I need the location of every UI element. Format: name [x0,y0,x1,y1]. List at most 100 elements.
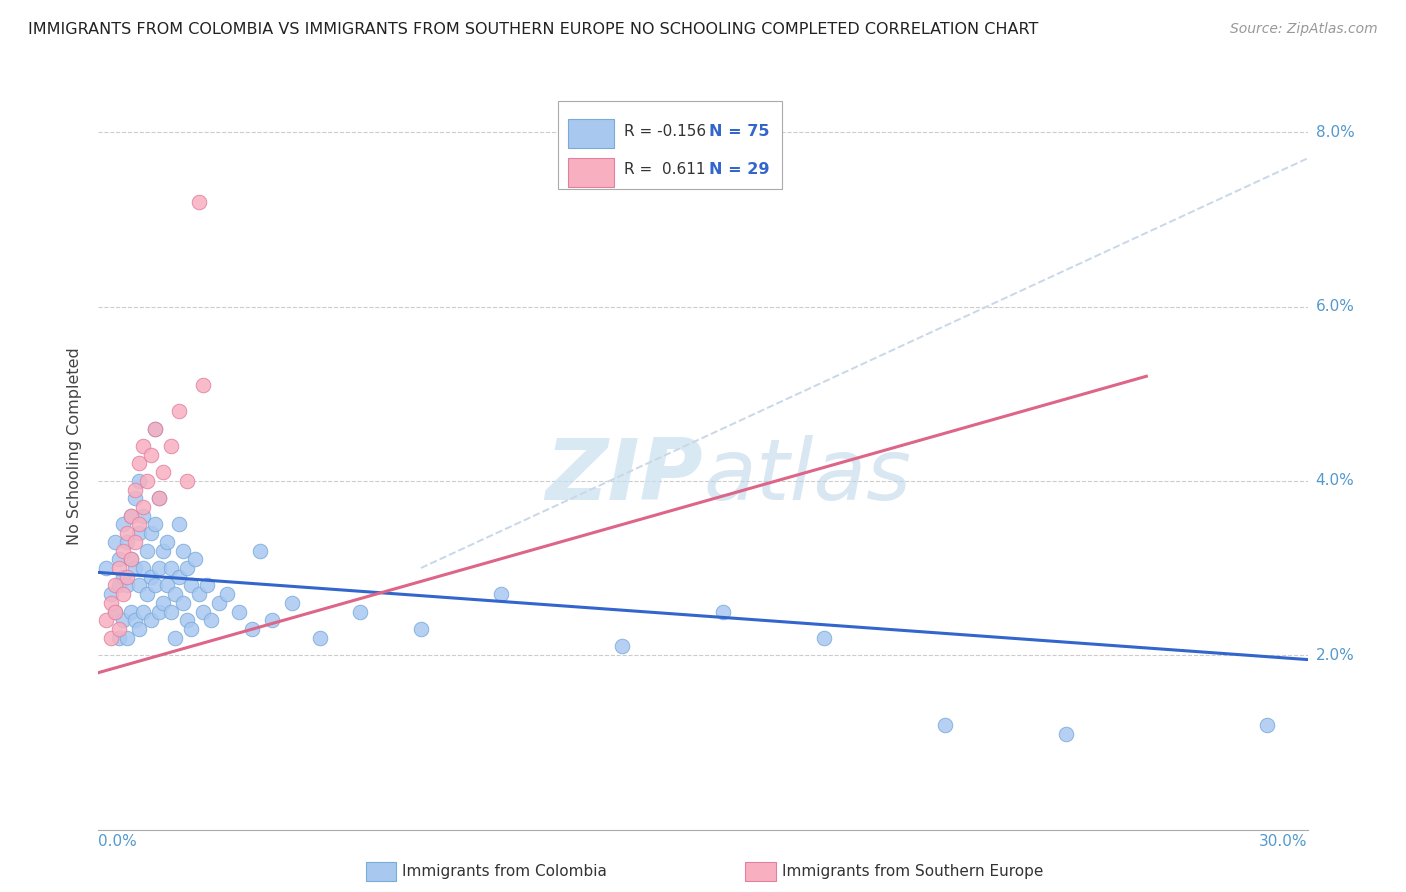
Point [152,465,174,479]
Text: Source: ZipAtlas.com: Source: ZipAtlas.com [1230,22,1378,37]
Point [132,605,155,619]
Point [176,561,198,575]
Point [120,552,142,566]
Point [115,526,138,541]
Point [188,194,211,209]
Point [143,421,166,435]
Point [409,622,432,636]
Point [711,605,734,619]
Point [96,613,118,627]
Point [193,378,215,392]
Point [156,534,179,549]
Text: R =  0.611: R = 0.611 [624,162,706,178]
Point [148,491,170,506]
Point [309,631,332,645]
Point [176,613,198,627]
Point [124,483,146,497]
Point [100,587,122,601]
Point [128,457,150,471]
Point [124,613,146,627]
Point [249,543,271,558]
Point [100,631,122,645]
Point [180,622,202,636]
Point [228,605,250,619]
Point [208,596,231,610]
Text: atlas: atlas [703,435,911,518]
Y-axis label: No Schooling Completed: No Schooling Completed [67,347,83,545]
Point [167,570,190,584]
Point [163,631,186,645]
Point [160,439,183,453]
Point [128,526,150,541]
Bar [568,120,613,148]
Point [139,448,162,462]
Point [115,570,138,584]
Bar [568,158,613,186]
Point [103,605,125,619]
Point [139,613,162,627]
Point [120,605,142,619]
Point [124,534,146,549]
Point [148,605,170,619]
Point [148,491,170,506]
Point [281,596,304,610]
Point [167,517,190,532]
Point [96,561,118,575]
Point [107,622,129,636]
Point [349,605,371,619]
Point [115,578,138,592]
Point [135,543,157,558]
Point [124,491,146,506]
Point [128,578,150,592]
Point [176,474,198,488]
Point [143,517,166,532]
Point [115,534,138,549]
Point [111,587,134,601]
Text: Immigrants from Colombia: Immigrants from Colombia [402,864,607,879]
Point [128,474,150,488]
Text: N = 29: N = 29 [709,162,769,178]
Point [148,561,170,575]
Text: 8.0%: 8.0% [1316,125,1354,140]
Point [1054,726,1077,740]
Point [813,631,835,645]
Point [100,596,122,610]
Point [120,552,142,566]
Point [139,526,162,541]
Point [107,578,129,592]
Point [934,718,956,732]
Text: IMMIGRANTS FROM COLOMBIA VS IMMIGRANTS FROM SOUTHERN EUROPE NO SCHOOLING COMPLET: IMMIGRANTS FROM COLOMBIA VS IMMIGRANTS F… [28,22,1039,37]
Point [107,561,129,575]
Point [111,517,134,532]
Point [152,543,174,558]
Point [111,543,134,558]
Point [240,622,263,636]
Point [1256,718,1278,732]
Point [180,578,202,592]
Point [111,613,134,627]
FancyBboxPatch shape [558,101,782,189]
Point [120,508,142,523]
Point [188,587,211,601]
Point [167,404,190,418]
Point [160,561,183,575]
Point [195,578,218,592]
Point [612,640,634,654]
Text: 0.0%: 0.0% [98,834,138,849]
Point [152,596,174,610]
Point [491,587,513,601]
Point [160,605,183,619]
Text: 2.0%: 2.0% [1316,648,1354,663]
Point [111,570,134,584]
Point [172,596,194,610]
Text: R = -0.156: R = -0.156 [624,124,707,139]
Text: 30.0%: 30.0% [1260,834,1308,849]
Point [200,613,222,627]
Point [107,552,129,566]
Text: Immigrants from Southern Europe: Immigrants from Southern Europe [782,864,1043,879]
Point [172,543,194,558]
Point [132,500,155,514]
Text: 4.0%: 4.0% [1316,474,1354,488]
Point [128,517,150,532]
Text: ZIP: ZIP [546,435,703,518]
